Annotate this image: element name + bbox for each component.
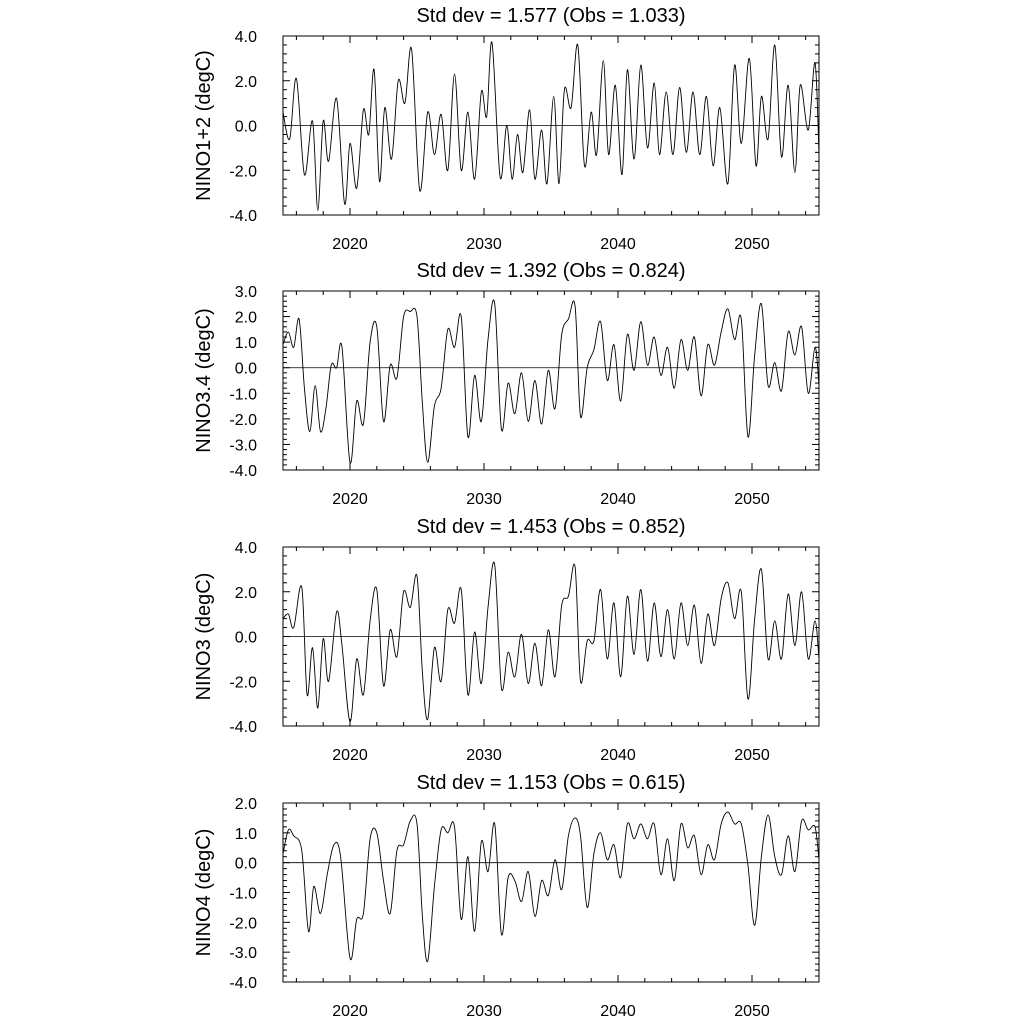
y-tick-label: 4.0 — [235, 29, 257, 46]
y-tick-label: 2.0 — [235, 796, 257, 813]
x-tick-label: 2050 — [734, 747, 770, 764]
y-axis-label: NINO3.4 (degC) — [193, 308, 215, 453]
series-line-nino3 — [282, 561, 820, 722]
x-tick-label: 2040 — [600, 491, 636, 508]
x-tick-label: 2030 — [466, 236, 502, 253]
panel-1: Std dev = 1.577 (Obs = 1.033) NINO1+2 (de… — [193, 5, 820, 253]
y-tick-label: -2.0 — [229, 915, 257, 932]
series-line-nino4 — [282, 811, 820, 962]
plot-frame — [282, 802, 820, 983]
y-tick-label: 0.0 — [235, 119, 257, 136]
y-tick-label: 4.0 — [235, 540, 257, 557]
y-tick-label: 1.0 — [235, 335, 257, 352]
panel-title: Std dev = 1.453 (Obs = 0.852) — [416, 516, 685, 538]
y-tick-label: 0.0 — [235, 630, 257, 647]
x-tick-label: 2050 — [734, 236, 770, 253]
y-tick-label: -3.0 — [229, 437, 257, 454]
y-tick-label: -2.0 — [229, 412, 257, 429]
x-tick-label: 2030 — [466, 491, 502, 508]
y-tick-label: 2.0 — [235, 310, 257, 327]
series-line-nino3-4 — [282, 299, 820, 464]
panel-title: Std dev = 1.153 (Obs = 0.615) — [416, 772, 685, 794]
y-tick-label: -4.0 — [229, 975, 257, 992]
panel-3: Std dev = 1.453 (Obs = 0.852) NINO3 (degC… — [193, 516, 820, 764]
y-tick-label: -2.0 — [229, 163, 257, 180]
x-tick-label: 2020 — [332, 491, 368, 508]
panel-4: Std dev = 1.153 (Obs = 0.615) NINO4 (degC… — [193, 772, 820, 1020]
y-tick-label: 2.0 — [235, 585, 257, 602]
y-tick-label: -3.0 — [229, 945, 257, 962]
x-tick-label: 2050 — [734, 1003, 770, 1020]
x-tick-label: 2030 — [466, 747, 502, 764]
x-tick-label: 2020 — [332, 236, 368, 253]
panel-2: Std dev = 1.392 (Obs = 0.824) NINO3.4 (de… — [193, 260, 820, 508]
y-tick-label: 3.0 — [235, 284, 257, 301]
y-tick-label: -1.0 — [229, 886, 257, 903]
panel-title: Std dev = 1.392 (Obs = 0.824) — [416, 260, 685, 282]
y-axis-label: NINO4 (degC) — [193, 829, 215, 957]
panel-title: Std dev = 1.577 (Obs = 1.033) — [416, 5, 685, 27]
x-tick-label: 2050 — [734, 491, 770, 508]
x-tick-label: 2030 — [466, 1003, 502, 1020]
y-axis-label: NINO1+2 (degC) — [193, 50, 215, 201]
x-tick-label: 2040 — [600, 747, 636, 764]
y-tick-label: 2.0 — [235, 74, 257, 91]
x-tick-label: 2040 — [600, 236, 636, 253]
y-tick-label: -4.0 — [229, 719, 257, 736]
x-tick-label: 2020 — [332, 1003, 368, 1020]
y-tick-label: 1.0 — [235, 826, 257, 843]
y-tick-label: -2.0 — [229, 674, 257, 691]
x-tick-label: 2040 — [600, 1003, 636, 1020]
y-tick-label: -4.0 — [229, 463, 257, 480]
x-tick-label: 2020 — [332, 747, 368, 764]
y-tick-label: -4.0 — [229, 208, 257, 225]
y-tick-label: 0.0 — [235, 361, 257, 378]
y-tick-label: -1.0 — [229, 386, 257, 403]
y-tick-label: 0.0 — [235, 856, 257, 873]
series-line-nino1-2 — [282, 41, 820, 211]
y-axis-label: NINO3 (degC) — [193, 573, 215, 701]
